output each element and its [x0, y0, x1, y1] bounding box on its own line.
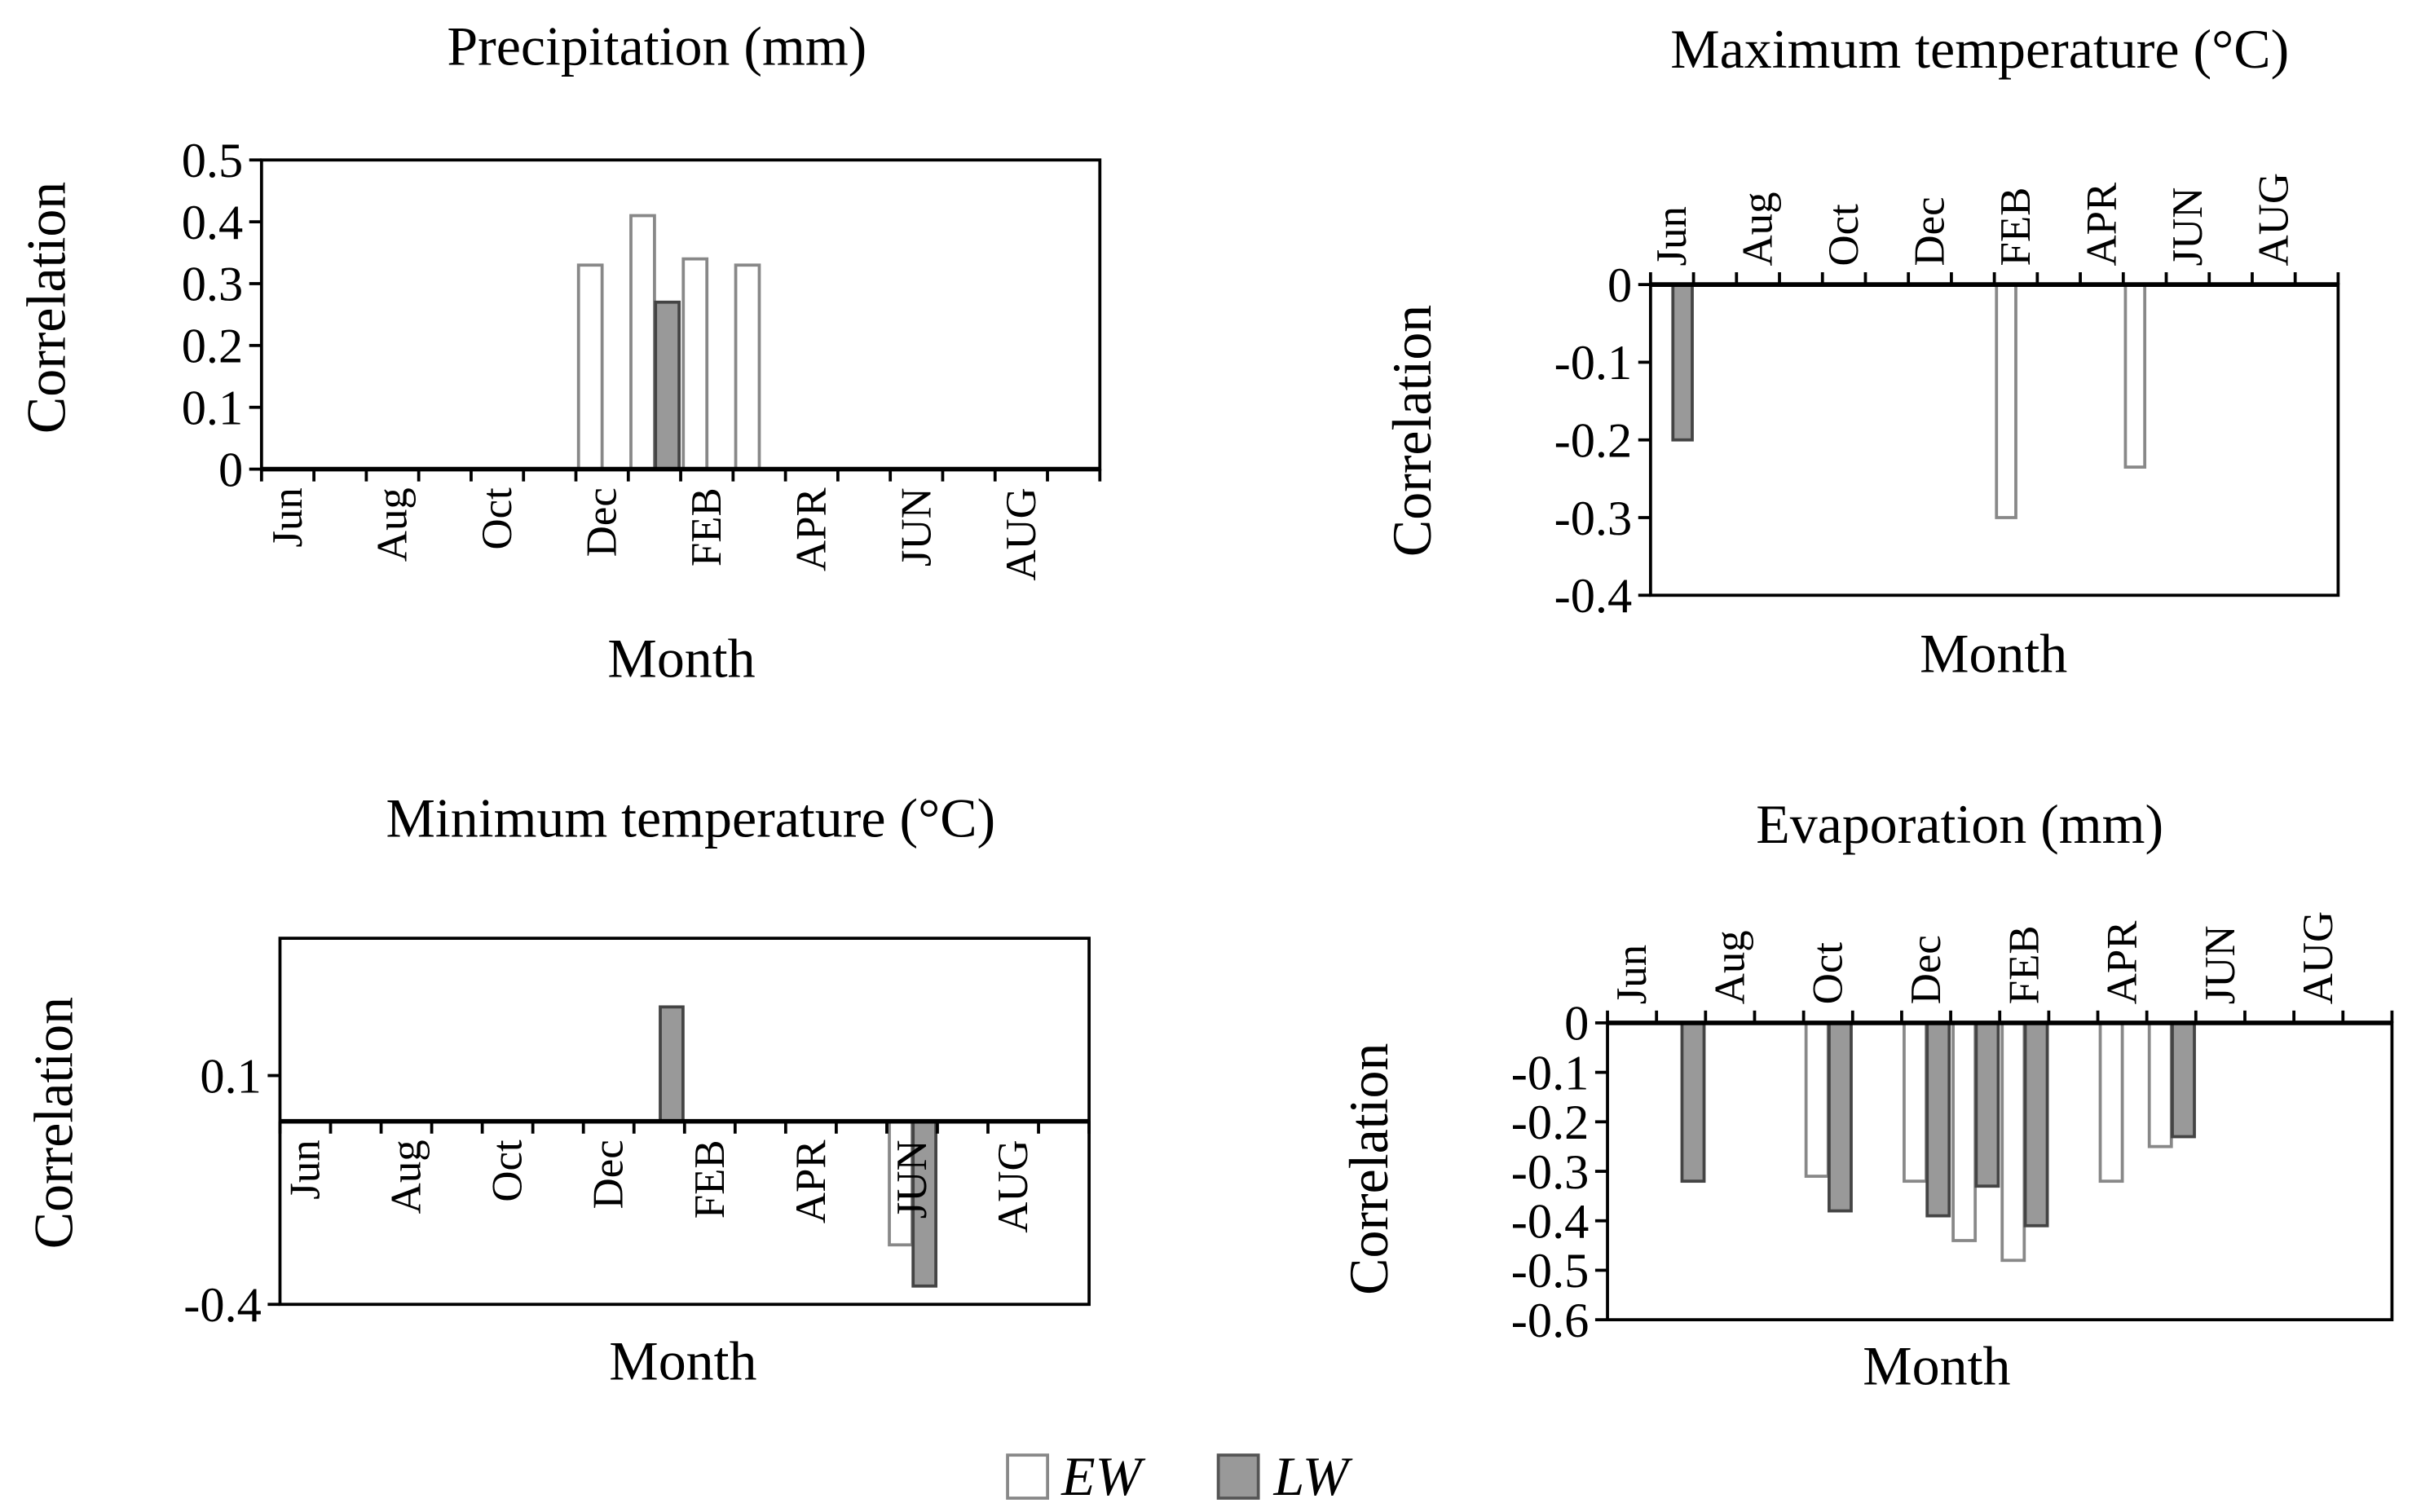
x-tick-label: FEB: [2000, 925, 2048, 1004]
x-tick-label: Aug: [383, 1140, 430, 1214]
bar: [2123, 283, 2147, 469]
x-tick-label: Aug: [1706, 930, 1753, 1004]
y-tick-label: 0.2: [182, 320, 243, 374]
y-tick-label: 0.3: [182, 258, 243, 312]
bar: [681, 257, 709, 471]
x-tick-label: APR: [2099, 920, 2146, 1005]
bar: [911, 1119, 937, 1288]
bar: [1903, 1021, 1928, 1184]
x-axis-title: Month: [1920, 623, 2067, 685]
bar: [1995, 283, 2017, 519]
x-tick-label: FEB: [686, 1140, 734, 1219]
x-tick-label: JUN: [2164, 187, 2211, 267]
bar: [1671, 283, 1694, 442]
x-tick-label: Dec: [1903, 935, 1950, 1004]
x-tick-label: Jun: [281, 1140, 329, 1199]
y-tick-label: 0: [218, 443, 243, 497]
x-axis-title: Month: [609, 1330, 756, 1392]
y-axis-title: Correlation: [15, 182, 77, 434]
bar: [2098, 1021, 2124, 1184]
legend-label: LW: [1273, 1445, 1353, 1507]
x-tick-label: APR: [2078, 182, 2125, 267]
x-tick-label: Aug: [1735, 192, 1782, 266]
bar: [2147, 1021, 2173, 1148]
y-tick-label: 0.1: [200, 1049, 261, 1104]
y-tick-label: -0.1: [1554, 336, 1633, 390]
x-tick-label: APR: [787, 1140, 835, 1224]
legend-label: EW: [1060, 1445, 1145, 1507]
y-tick-label: -0.2: [1554, 413, 1633, 468]
y-axis-title: Correlation: [23, 997, 85, 1249]
chart-title: Maximum temperature (°C): [1670, 18, 2289, 80]
x-tick-label: AUG: [2295, 911, 2342, 1004]
bar: [2000, 1021, 2026, 1263]
plot-border: [259, 158, 1102, 471]
y-tick-label: -0.5: [1511, 1244, 1590, 1298]
bar: [2171, 1021, 2196, 1139]
x-tick-label: Oct: [484, 1140, 531, 1202]
x-tick-label: FEB: [1992, 187, 2039, 267]
x-axis-title: Month: [607, 627, 755, 689]
x-tick-label: Jun: [264, 487, 311, 547]
bar: [1925, 1021, 1951, 1218]
y-tick-label: -0.1: [1511, 1046, 1590, 1100]
x-tick-label: Jun: [1648, 206, 1695, 266]
bar: [654, 300, 681, 471]
y-axis-title: Correlation: [1381, 305, 1443, 557]
x-tick-label: Oct: [1805, 942, 1852, 1005]
x-tick-label: JUN: [893, 487, 940, 566]
x-tick-label: JUN: [889, 1140, 936, 1219]
bar: [1804, 1021, 1830, 1178]
y-tick-label: 0.5: [182, 134, 243, 188]
chart-title: Minimum temperature (°C): [386, 787, 995, 849]
bar: [2023, 1021, 2049, 1228]
y-axis-title: Correlation: [1338, 1043, 1400, 1295]
x-tick-label: Jun: [1608, 945, 1656, 1004]
x-tick-label: Aug: [369, 487, 417, 562]
x-tick-label: Oct: [474, 487, 521, 550]
y-tick-label: -0.3: [1511, 1145, 1590, 1200]
x-tick-label: AUG: [2250, 173, 2297, 266]
plot-border: [1648, 283, 2340, 597]
x-tick-label: Dec: [579, 487, 626, 557]
y-tick-label: 0: [1564, 997, 1589, 1051]
bar: [1828, 1021, 1853, 1213]
x-tick-label: APR: [788, 487, 836, 571]
bar: [629, 214, 656, 471]
bar: [1951, 1021, 1978, 1242]
y-tick-label: -0.4: [183, 1278, 262, 1333]
y-tick-label: -0.2: [1511, 1095, 1590, 1150]
bar: [1974, 1021, 2000, 1188]
x-tick-label: Dec: [585, 1140, 633, 1209]
y-tick-label: 0.1: [182, 381, 243, 435]
x-tick-label: Dec: [1907, 196, 1954, 266]
chart-title: Precipitation (mm): [447, 15, 866, 77]
y-tick-label: 0: [1607, 258, 1632, 313]
legend-swatch: [1006, 1453, 1050, 1500]
y-tick-label: -0.6: [1511, 1294, 1590, 1348]
legend-swatch: [1216, 1453, 1260, 1500]
x-tick-label: JUN: [2197, 925, 2244, 1004]
bar: [659, 1005, 685, 1123]
x-tick-label: AUG: [998, 487, 1045, 580]
y-tick-label: 0.4: [182, 196, 243, 250]
bar: [576, 263, 604, 471]
chart-title: Evaporation (mm): [1756, 793, 2163, 855]
x-tick-label: Oct: [1820, 204, 1867, 267]
x-tick-label: AUG: [990, 1140, 1037, 1232]
y-tick-label: -0.4: [1511, 1194, 1590, 1249]
bar: [1680, 1021, 1706, 1184]
x-axis-title: Month: [1863, 1334, 2010, 1396]
y-tick-label: -0.4: [1554, 569, 1633, 624]
bar: [734, 263, 761, 471]
x-tick-label: FEB: [683, 487, 730, 566]
y-tick-label: -0.3: [1554, 492, 1633, 546]
